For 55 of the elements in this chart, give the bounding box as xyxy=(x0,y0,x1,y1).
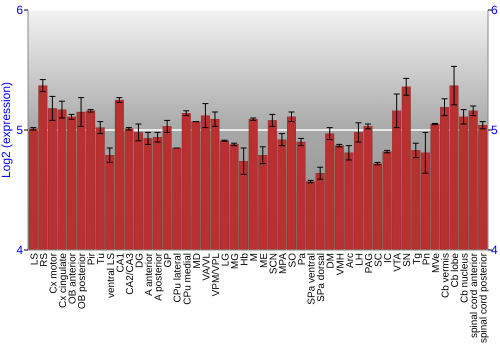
x-tick-label: VMH xyxy=(335,253,346,276)
x-tick-label: Arc xyxy=(344,253,356,268)
x-tick-label: RS xyxy=(38,252,50,267)
x-tick-label: Cb lobe xyxy=(450,252,462,288)
x-tick-label: CPu medial xyxy=(182,253,194,305)
y2-tick-label: 6 xyxy=(491,3,498,18)
x-tick-label: SO xyxy=(287,252,298,268)
x-tick-label: ventral LS xyxy=(106,252,117,298)
x-tick-label: Cx motor xyxy=(48,252,60,294)
x-tick-label: OB posterior xyxy=(77,252,88,310)
x-tick-label: DM xyxy=(326,253,337,269)
x-tick-label: SPa ventral xyxy=(306,253,318,305)
x-tick-label: SN xyxy=(402,253,414,267)
x-tick-label: Tg xyxy=(412,253,423,265)
x-tick-label: PAG xyxy=(364,252,375,274)
x-tick-label: LG xyxy=(220,252,232,266)
x-tick-label: M xyxy=(249,253,260,262)
x-tick-label: Cx cingulate xyxy=(58,252,69,308)
x-tick-label: Cb vermis xyxy=(440,253,452,298)
x-tick-label: ME xyxy=(258,252,270,268)
x-tick-label: GP xyxy=(163,252,174,268)
x-tick-label: A anterior xyxy=(144,252,156,296)
x-tick-label: LH xyxy=(354,253,366,266)
y2-tick-label: 4 xyxy=(491,243,498,258)
x-tick-label: spinal cord anterior xyxy=(469,252,480,338)
x-tick-label: OB anterior xyxy=(68,252,79,304)
x-tick-label: VPM/VPL xyxy=(210,252,222,296)
x-tick-label: SC xyxy=(374,253,385,267)
x-tick-label: MPA xyxy=(278,252,289,274)
x-tick-label: CPu lateral xyxy=(172,253,184,302)
x-tick-label: MG xyxy=(230,252,242,270)
x-tick-label: MVe xyxy=(430,252,442,274)
x-tick-label: Pn xyxy=(421,253,432,266)
y-axis-title: Log2 (expression) xyxy=(0,82,13,178)
x-tick-label: SCN xyxy=(268,253,280,274)
x-tick-label: Pir xyxy=(86,252,98,266)
y-tick-label: 4 xyxy=(16,243,24,258)
y2-tick-label: 5 xyxy=(491,123,498,138)
x-tick-label: Tu xyxy=(96,253,108,264)
x-tick-label: IC xyxy=(383,253,394,263)
x-tick-label: Pa xyxy=(297,252,308,266)
x-tick-label: Hb xyxy=(240,252,251,266)
x-tick-label: Cb nucleus xyxy=(460,253,471,304)
x-tick-label: VA/VL xyxy=(201,252,212,281)
x-tick-label: LS xyxy=(29,252,40,266)
x-tick-label: MD xyxy=(192,253,203,269)
y-tick-label: 6 xyxy=(16,3,24,18)
x-tick-label: SPa dorsal xyxy=(316,253,328,302)
x-tick-label: CA1 xyxy=(115,252,126,272)
x-tick-label: VTA xyxy=(392,252,404,272)
x-tick-label: DG xyxy=(134,252,146,268)
x-tick-label: spinal cord posterior xyxy=(478,252,490,344)
x-tick-label: CA2/CA3 xyxy=(124,252,136,295)
x-tick-label: A posterior xyxy=(154,252,165,301)
y-tick-label: 5 xyxy=(16,123,24,138)
